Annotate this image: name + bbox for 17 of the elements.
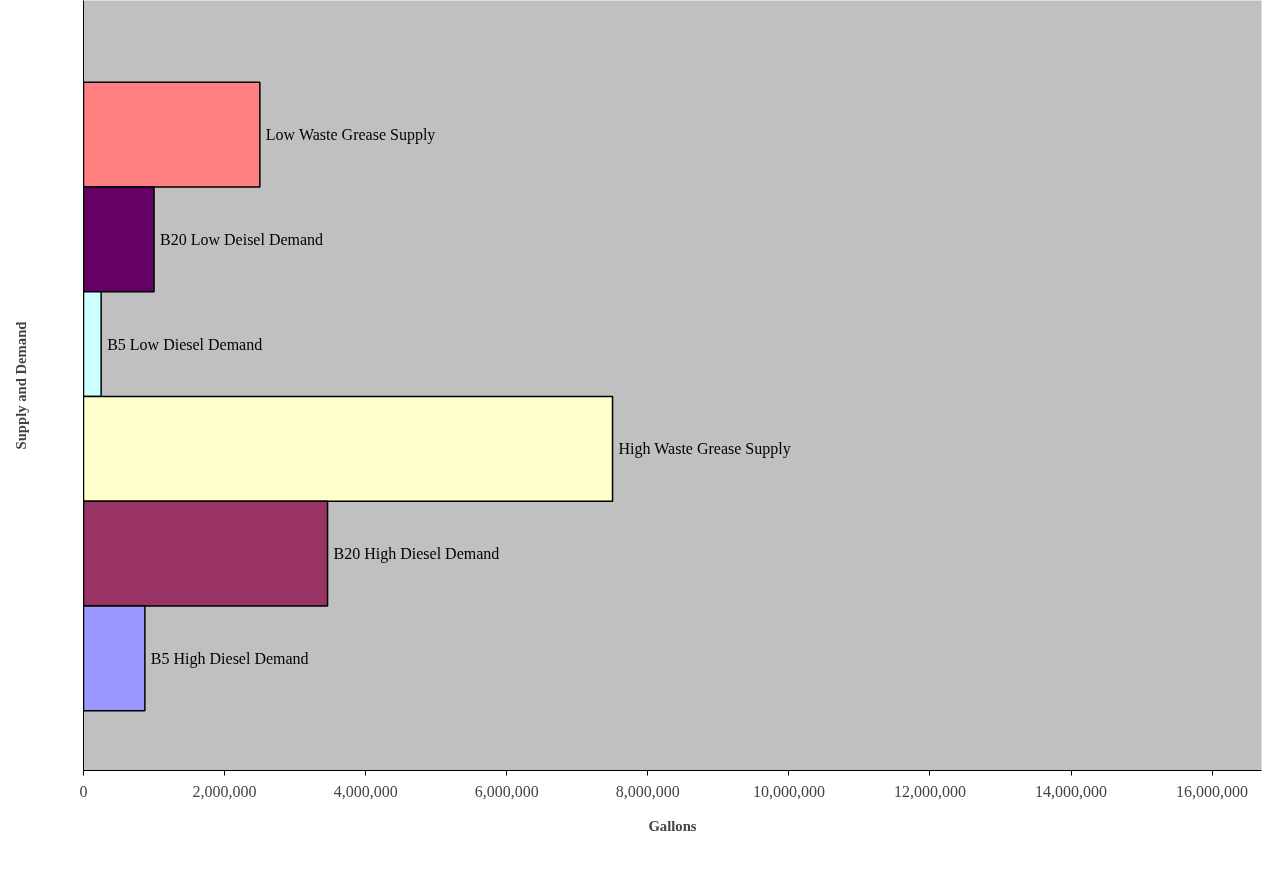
x-tick-label: 16,000,000: [1176, 782, 1249, 800]
x-tick-label: 0: [79, 782, 88, 800]
x-tick-label: 14,000,000: [1035, 782, 1108, 800]
y-tick-label: B20 Low Deisel Demand: [160, 230, 324, 248]
y-tick-label: B5 Low Diesel Demand: [107, 335, 263, 353]
y-tick-label: B5 High Diesel Demand: [150, 649, 309, 668]
y-tick-label: Low Waste Grease Supply: [265, 126, 436, 145]
x-tick-label: 8,000,000: [615, 782, 680, 800]
y-tick-label: High Waste Grease Supply: [618, 440, 791, 459]
y-tick-label: B20 High Diesel Demand: [333, 545, 500, 564]
x-tick-label: 4,000,000: [333, 782, 398, 800]
x-tick-label: 2,000,000: [192, 782, 257, 800]
y-axis-title: Supply and Demand: [12, 321, 29, 450]
x-tick-label: 6,000,000: [474, 782, 539, 800]
x-tick-label: 12,000,000: [893, 782, 966, 800]
x-tick-label: 10,000,000: [752, 782, 825, 800]
x-axis-title: Gallons: [648, 817, 697, 834]
